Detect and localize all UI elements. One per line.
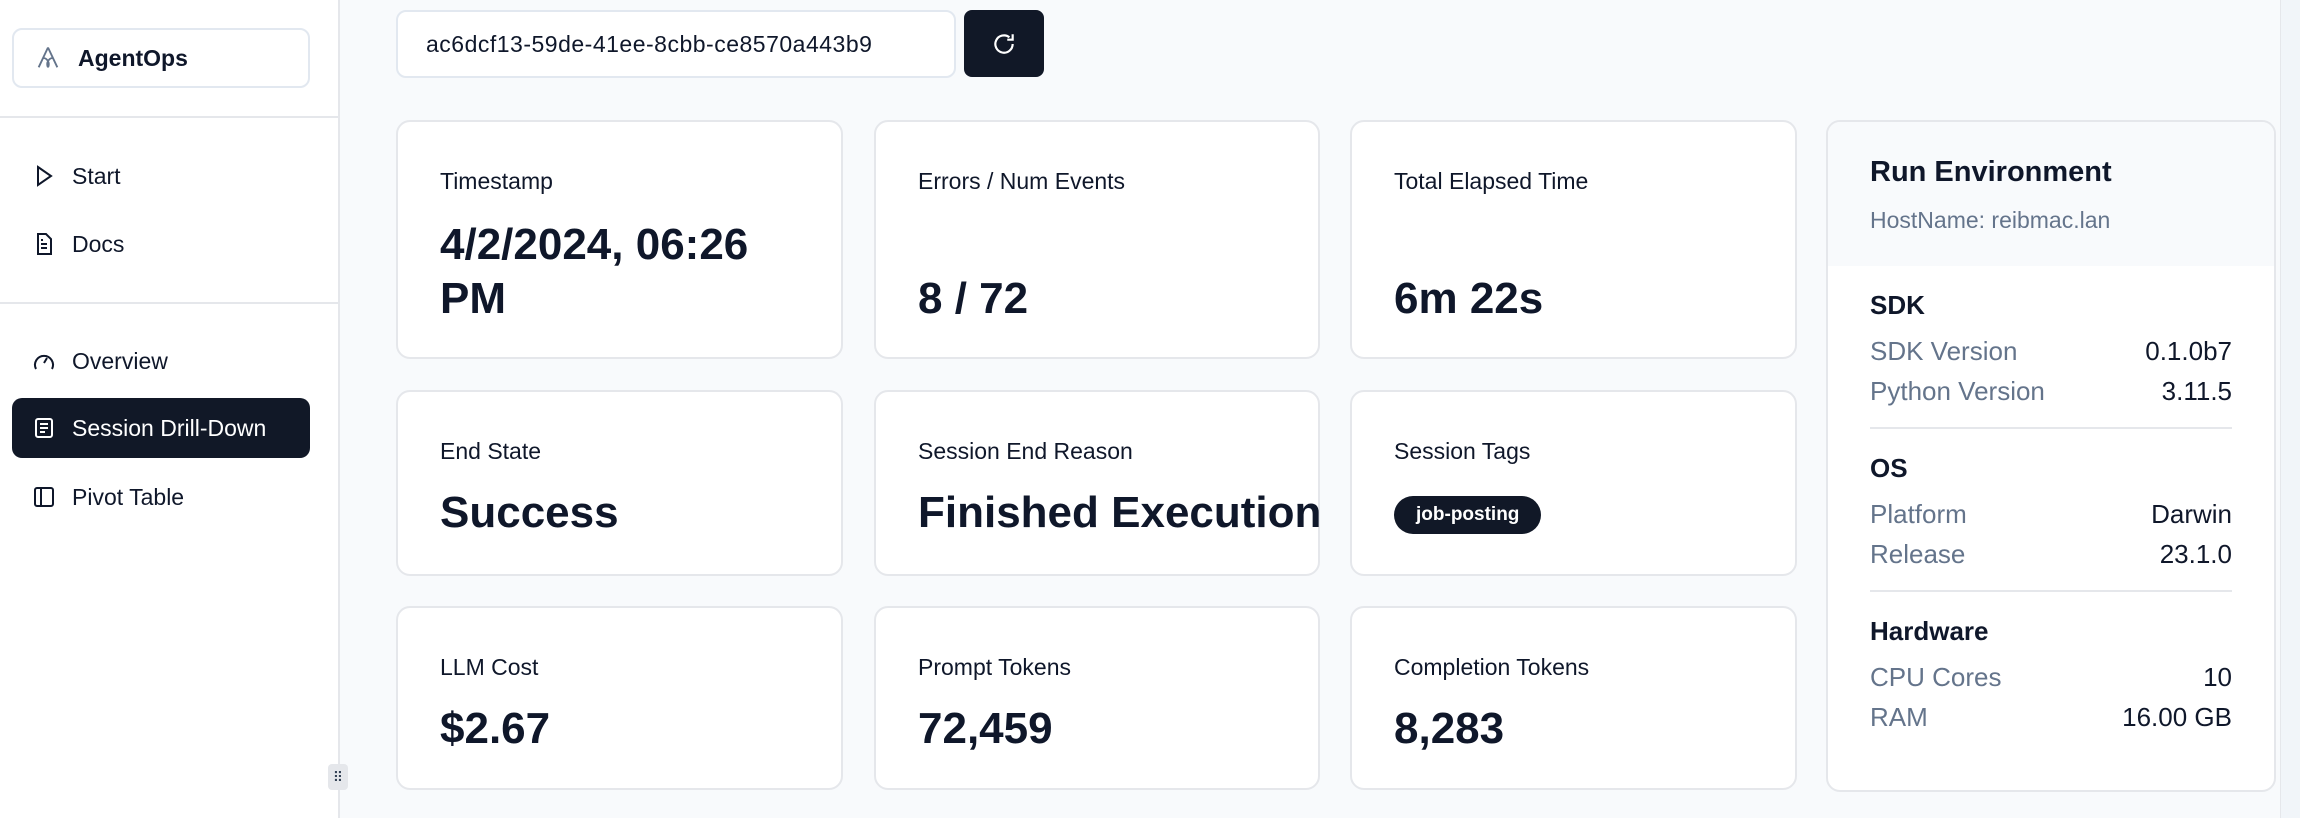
resize-handle[interactable]: ⠿ — [328, 764, 348, 790]
divider — [1870, 590, 2232, 592]
sidebar-item-label: Session Drill-Down — [72, 414, 267, 441]
sidebar-item-label: Overview — [72, 347, 168, 374]
row-key: RAM — [1870, 702, 1928, 732]
refresh-icon — [994, 33, 1014, 54]
sidebar-item-pivot-table[interactable]: Pivot Table — [12, 467, 310, 527]
session-tags-card: Session Tags job-posting — [1350, 390, 1797, 576]
row-key: Platform — [1870, 499, 1967, 529]
elapsed-time-card: Total Elapsed Time 6m 22s — [1350, 120, 1797, 359]
card-value: 8 / 72 — [918, 274, 1029, 323]
sidebar-item-label: Start — [72, 162, 121, 189]
session-id-input[interactable]: ac6dcf13-59de-41ee-8cbb-ce8570a443b9 — [396, 10, 956, 78]
hardware-section: Hardware CPU Cores 10 RAM 16.00 GB — [1828, 592, 2274, 737]
refresh-button[interactable] — [964, 10, 1044, 77]
card-label: LLM Cost — [440, 654, 539, 680]
card-value: Success — [440, 488, 619, 537]
section-title: Hardware — [1870, 616, 1989, 646]
agentops-logo-icon — [37, 47, 59, 68]
logo-text: AgentOps — [78, 44, 188, 71]
row-key: Release — [1870, 539, 1966, 569]
sidebar-item-docs[interactable]: Docs — [12, 214, 310, 274]
divider — [0, 302, 338, 304]
card-label: Completion Tokens — [1394, 654, 1590, 680]
card-value: Finished Execution — [918, 488, 1322, 537]
card-label: Session End Reason — [918, 438, 1133, 464]
card-value: 8,283 — [1394, 704, 1505, 753]
card-label: Session Tags — [1394, 438, 1531, 464]
section-title: SDK — [1870, 290, 1925, 320]
card-label: End State — [440, 438, 542, 464]
play-icon — [37, 165, 53, 187]
errors-card: Errors / Num Events 8 / 72 — [874, 120, 1320, 359]
logo-button[interactable]: AgentOps — [12, 28, 310, 88]
sdk-section: SDK SDK Version 0.1.0b7 Python Version 3.1… — [1828, 266, 2274, 411]
card-label: Timestamp — [440, 168, 553, 194]
row-value: 16.00 GB — [2122, 702, 2232, 732]
document-icon — [37, 233, 52, 255]
card-value: 72,459 — [918, 704, 1053, 753]
row-value: 0.1.0b7 — [2145, 336, 2232, 366]
end-state-card: End State Success — [396, 390, 843, 576]
card-value: 6m 22s — [1394, 274, 1544, 323]
tag-badge[interactable]: job-posting — [1394, 496, 1542, 534]
row-key: CPU Cores — [1870, 662, 2002, 692]
card-label: Errors / Num Events — [918, 168, 1126, 194]
panel-title: Run Environment — [1870, 156, 2112, 188]
gauge-icon — [34, 354, 54, 370]
divider — [1870, 427, 2232, 429]
row-value: Darwin — [2151, 499, 2232, 529]
prompt-tokens-card: Prompt Tokens 72,459 — [874, 606, 1320, 790]
hostname: HostName: reibmac.lan — [1870, 207, 2111, 233]
row-key: Python Version — [1870, 376, 2045, 406]
sidebar: AgentOps Start Docs Overview Session Dri… — [0, 0, 348, 818]
os-section: OS Platform Darwin Release 23.1.0 — [1828, 429, 2274, 574]
sidebar-item-start[interactable]: Start — [12, 146, 310, 206]
timestamp-card: Timestamp 4/2/2024, 06:26 PM — [396, 120, 843, 359]
sidebar-item-overview[interactable]: Overview — [12, 331, 310, 391]
section-title: OS — [1870, 453, 1908, 483]
row-value: 23.1.0 — [2159, 539, 2232, 569]
row-key: SDK Version — [1870, 336, 2018, 366]
list-icon — [35, 418, 53, 438]
sidebar-item-label: Docs — [72, 230, 125, 257]
sidebar-item-label: Pivot Table — [72, 483, 185, 510]
row-value: 10 — [2203, 662, 2232, 692]
run-environment-panel: Run Environment HostName: reibmac.lan SD… — [1826, 120, 2276, 792]
row-value: 3.11.5 — [2161, 376, 2232, 406]
llm-cost-card: LLM Cost $2.67 — [396, 606, 843, 790]
end-reason-card: Session End Reason Finished Execution — [874, 390, 1322, 576]
card-label: Prompt Tokens — [918, 654, 1071, 680]
divider — [0, 116, 338, 118]
completion-tokens-card: Completion Tokens 8,283 — [1350, 606, 1797, 790]
table-icon — [34, 487, 54, 507]
scrollbar[interactable] — [2280, 0, 2300, 818]
card-value: $2.67 — [440, 704, 551, 753]
card-value: 4/2/2024, 06:26 PM — [440, 220, 749, 323]
card-label: Total Elapsed Time — [1394, 168, 1589, 194]
sidebar-item-session-drill-down[interactable]: Session Drill-Down — [12, 398, 310, 458]
